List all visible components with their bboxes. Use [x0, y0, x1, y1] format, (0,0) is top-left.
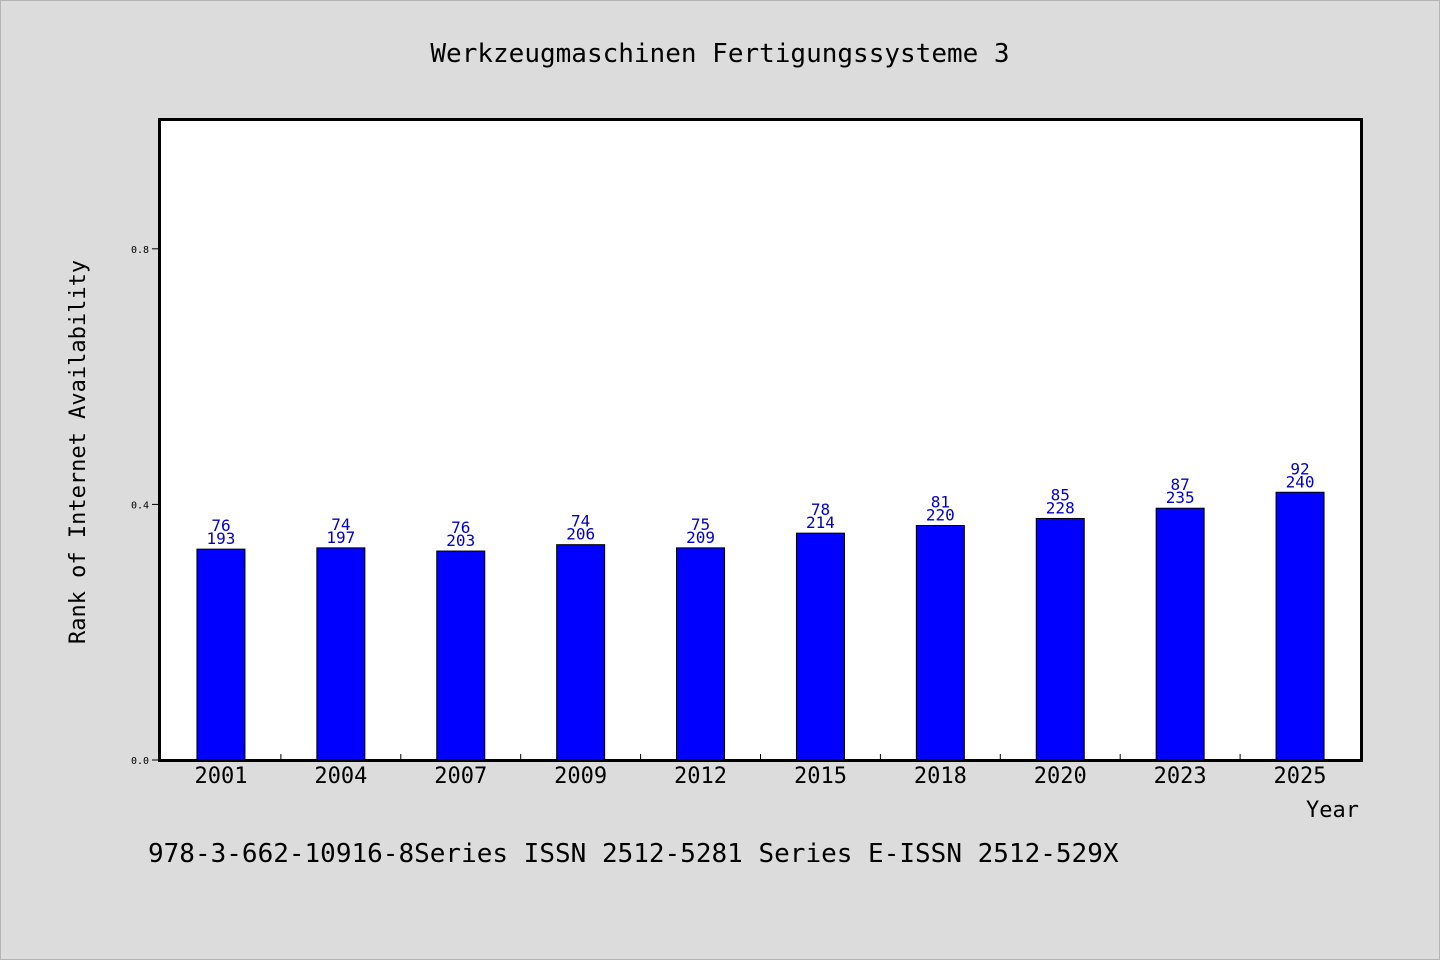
x-tick-label: 2015 [794, 764, 847, 789]
x-tick-label: 2020 [1034, 764, 1087, 789]
bar-2007 [436, 550, 486, 761]
y-tick-label: 0.8 [131, 245, 149, 256]
data-label-lower: 206 [566, 525, 595, 544]
bar-2015 [795, 532, 845, 761]
data-label-lower: 197 [326, 528, 355, 547]
data-label-upper: 85 [1051, 485, 1070, 504]
x-axis-label: Year [1306, 798, 1359, 823]
data-label-lower: 228 [1046, 498, 1075, 517]
bar-2004 [316, 547, 366, 761]
data-label-upper: 81 [931, 492, 950, 511]
x-tick-label: 2018 [914, 764, 967, 789]
data-label-upper: 78 [811, 500, 830, 519]
bar-2023 [1155, 507, 1205, 761]
x-tick-label: 2012 [674, 764, 727, 789]
data-label-upper: 76 [211, 516, 230, 535]
data-label-lower: 193 [206, 529, 235, 548]
data-label-lower: 240 [1286, 472, 1315, 491]
bar-2020 [1035, 517, 1085, 761]
y-tick-label: 0.4 [131, 500, 149, 511]
x-tick-label: 2009 [554, 764, 607, 789]
x-tick-label: 2001 [194, 764, 247, 789]
bars-group: 7619374197762037420675209782148122085228… [196, 459, 1325, 761]
data-label-lower: 235 [1166, 488, 1195, 507]
data-label-upper: 74 [571, 512, 590, 531]
data-label-upper: 75 [691, 515, 710, 534]
bar-2018 [915, 524, 965, 761]
ticks-group: 2001 2004 2007 2009 2012 2015 2018 2020 2023 2025… [131, 245, 1327, 789]
y-tick-label: 0.0 [131, 756, 149, 767]
x-tick-label: 2025 [1274, 764, 1327, 789]
data-label-upper: 76 [451, 518, 470, 537]
data-label-upper: 87 [1171, 475, 1190, 494]
data-label-lower: 220 [926, 505, 955, 524]
x-tick-label: 2007 [434, 764, 487, 789]
y-axis-label: Rank of Internet Availability [66, 260, 91, 644]
bar-2012 [676, 547, 726, 761]
x-tick-label: 2004 [314, 764, 367, 789]
data-label-lower: 214 [806, 513, 835, 532]
data-label-lower: 209 [686, 528, 715, 547]
x-tick-label: 2023 [1154, 764, 1207, 789]
bar-2001 [196, 548, 246, 761]
data-label-upper: 92 [1290, 459, 1309, 478]
data-label-upper: 74 [331, 515, 350, 534]
bar-2025 [1275, 491, 1325, 761]
bar-2009 [556, 544, 606, 761]
chart-title: Werkzeugmaschinen Fertigungssysteme 3 [430, 39, 1009, 69]
footnote: 978-3-662-10916-8Series ISSN 2512-5281 S… [148, 839, 1119, 869]
data-label-lower: 203 [446, 531, 475, 550]
